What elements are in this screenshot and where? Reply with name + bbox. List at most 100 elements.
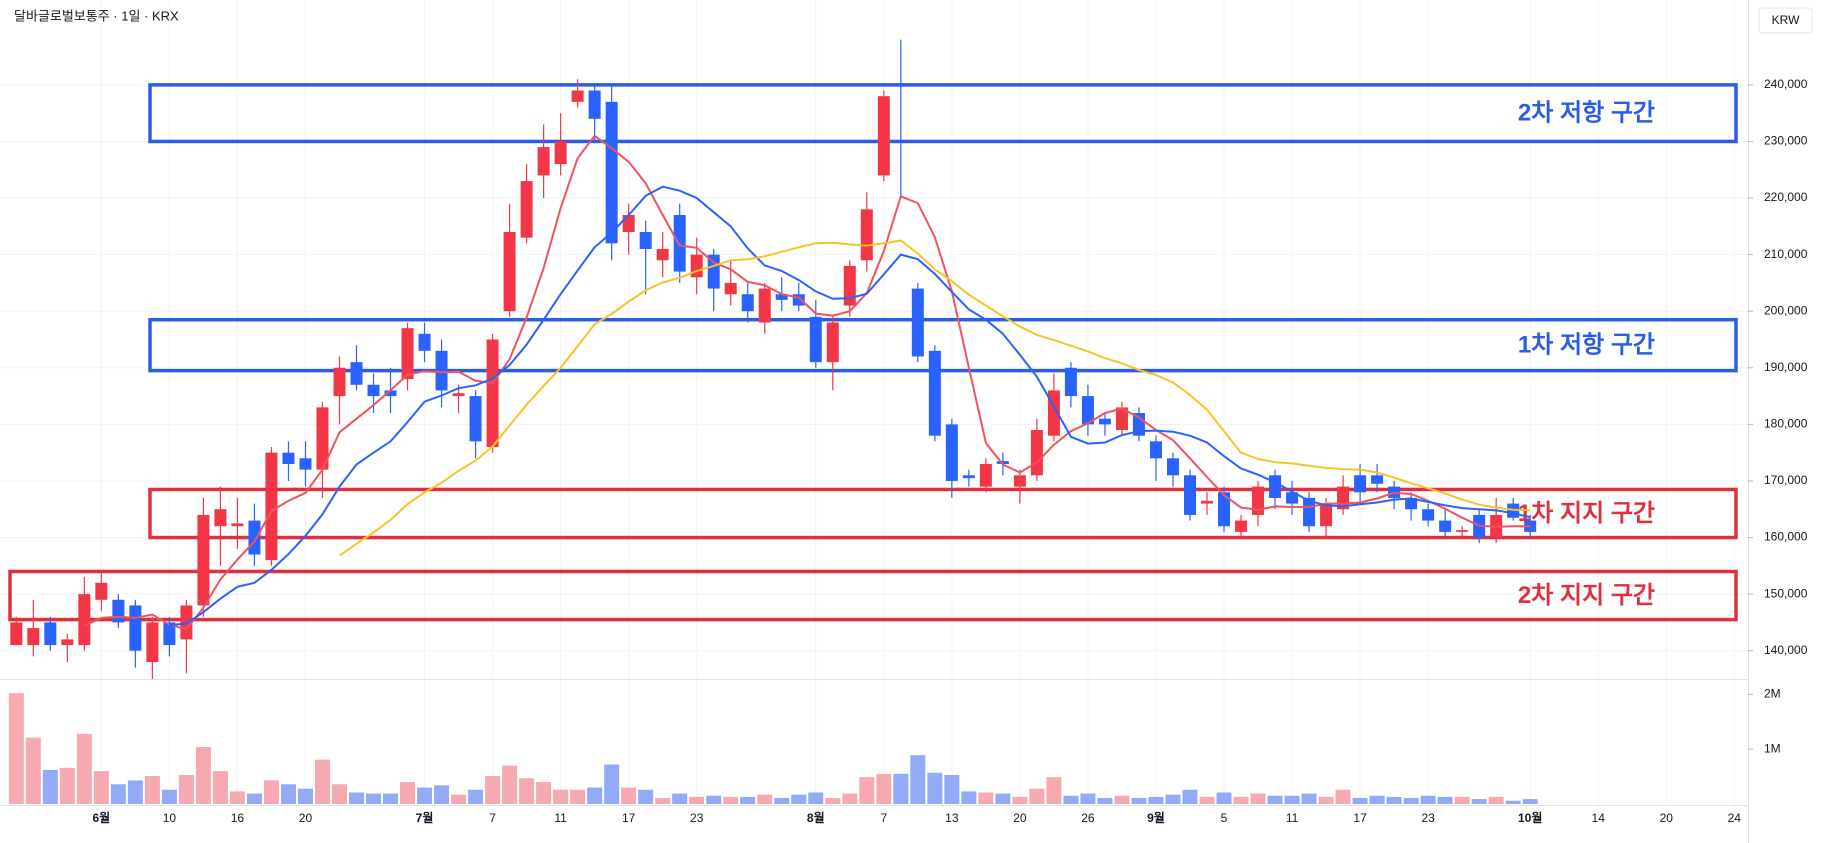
y-tick-label: 200,000 (1764, 303, 1808, 317)
volume-bar (995, 793, 1011, 804)
volume-bar (1199, 796, 1215, 804)
candle-body (1098, 418, 1111, 425)
candle-body (1183, 475, 1196, 515)
volume-bar (331, 784, 347, 804)
candle-body (1149, 441, 1162, 459)
candle-body (1456, 530, 1469, 532)
volume-bar (1335, 789, 1351, 804)
grid (0, 0, 1748, 804)
x-tick-label: 20 (1660, 811, 1674, 825)
candle-body (758, 288, 771, 323)
x-tick-label: 20 (299, 811, 313, 825)
candle-body (384, 390, 397, 397)
candle-body (1303, 497, 1316, 527)
volume-bar (468, 789, 484, 804)
volume-bar (1488, 796, 1504, 804)
volume-bar (1369, 795, 1385, 804)
volume-bar (859, 777, 875, 804)
volume-bar (1505, 800, 1521, 804)
volume-bar (1097, 797, 1113, 804)
volume-bar (570, 789, 586, 804)
volume-bar (297, 788, 313, 804)
volume-bar (961, 791, 977, 804)
candle-body (1354, 475, 1367, 493)
candle-body (605, 101, 618, 244)
volume-bar (383, 793, 399, 804)
volume-bar (485, 776, 501, 804)
volume-bar (127, 780, 143, 804)
candle-body (860, 209, 873, 261)
y-tick-label: 150,000 (1764, 586, 1808, 600)
candle-body (843, 265, 856, 306)
moving-average (338, 239, 1531, 557)
candle-body (299, 458, 312, 470)
currency-box[interactable] (1758, 7, 1813, 34)
volume-bar (1318, 796, 1334, 804)
candle-body (622, 215, 635, 232)
candle-body (486, 339, 499, 448)
candle-body (44, 622, 57, 646)
y2-tick-label: 2M (1764, 687, 1781, 701)
candle-body (367, 384, 380, 397)
moving-average (169, 185, 1531, 627)
volume-bar (638, 789, 654, 804)
volume-bar (59, 767, 75, 804)
volume-bar (706, 795, 722, 804)
y-tick-label: 180,000 (1764, 417, 1808, 431)
volume-bar (1522, 799, 1538, 804)
candle-body (435, 350, 448, 391)
candle-body (775, 294, 788, 300)
volume-bar (1284, 795, 1300, 804)
volume-bar (1471, 799, 1487, 804)
candle-body (928, 350, 941, 436)
x-tick-label: 5 (1221, 811, 1228, 825)
volume-bar (1403, 797, 1419, 804)
volume-bar (1301, 793, 1317, 804)
candle-body (877, 96, 890, 176)
candle-body (163, 622, 176, 646)
volume-bar (910, 755, 926, 804)
candle-body (1081, 396, 1094, 425)
volume-bar (1352, 797, 1368, 804)
candle-body (571, 90, 584, 102)
volume-bar (536, 782, 552, 804)
x-tick-label: 7 (880, 811, 887, 825)
volume-bar (893, 773, 909, 804)
candle-body (741, 294, 754, 312)
zone-label: 1차 저항 구간 (1518, 332, 1655, 359)
zone (148, 83, 1738, 144)
candle-body (316, 407, 329, 470)
volume-bar (229, 791, 245, 804)
candle-body (826, 322, 839, 363)
candle-body (979, 463, 992, 487)
y-tick-label: 160,000 (1764, 530, 1808, 544)
candle-body (1286, 492, 1299, 504)
moving-average (83, 134, 1531, 631)
candle-body (265, 452, 278, 561)
candle-body (129, 605, 142, 651)
candle-body (1405, 497, 1418, 510)
zone-label: 2차 저항 구간 (1518, 100, 1655, 127)
candle-body (690, 254, 703, 278)
volume-bar (1012, 796, 1028, 804)
volume-bar (93, 771, 109, 804)
volume-bar (1386, 796, 1402, 804)
volume-bar (689, 796, 705, 804)
volume-bar (723, 796, 739, 804)
candle-body (1166, 458, 1179, 476)
y-tick-label: 190,000 (1764, 360, 1808, 374)
x-tick-label: 7월 (416, 810, 434, 825)
volume-bar (25, 737, 41, 804)
x-tick-label: 16 (231, 811, 245, 825)
zone-label: 2차 지지 구간 (1518, 582, 1655, 609)
volume-pane (8, 693, 1538, 804)
candle-body (401, 328, 414, 380)
candle-body (350, 362, 363, 385)
zones: 2차 저항 구간 1차 저항 구간 1차 지지 구간 2차 지지 구간 (8, 83, 1738, 622)
candle-body (792, 294, 805, 306)
volume-bar (417, 787, 433, 804)
volume-bar (1165, 794, 1181, 804)
candle-body (1218, 492, 1231, 527)
volume-bar (1250, 793, 1266, 804)
